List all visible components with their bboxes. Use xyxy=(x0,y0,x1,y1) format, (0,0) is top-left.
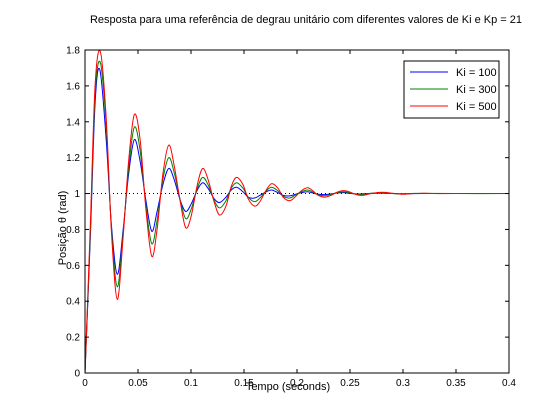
chart-title: Resposta para uma referência de degrau u… xyxy=(90,14,522,26)
legend-label-1: Ki = 100 xyxy=(456,67,497,79)
x-tick-label: 0.05 xyxy=(128,378,148,389)
y-tick-label: 1.6 xyxy=(66,81,80,92)
y-tick-label: 1 xyxy=(74,189,80,200)
x-tick-label: 0.4 xyxy=(502,378,516,389)
legend: Ki = 100 Ki = 300 Ki = 500 xyxy=(403,60,500,119)
x-tick-label: 0.25 xyxy=(340,378,360,389)
series-line-3 xyxy=(84,50,510,374)
series-line-1 xyxy=(84,67,510,374)
x-tick-label: 0 xyxy=(82,378,88,389)
y-tick-label: 0.8 xyxy=(66,225,80,236)
x-tick-label: 0.35 xyxy=(446,378,466,389)
y-tick-label: 0.6 xyxy=(66,261,80,272)
y-tick-label: 1.8 xyxy=(66,46,80,57)
x-axis-label: Tempo (seconds) xyxy=(246,381,330,393)
y-tick-label: 1.2 xyxy=(66,153,80,164)
x-tick-label: 0.3 xyxy=(396,378,410,389)
y-tick-label: 0.4 xyxy=(66,297,80,308)
legend-label-3: Ki = 500 xyxy=(456,101,497,113)
y-axis-label: Posição θ (rad) xyxy=(57,191,69,266)
legend-label-2: Ki = 300 xyxy=(456,84,497,96)
y-tick-label: 0 xyxy=(74,369,80,380)
y-tick-label: 1.4 xyxy=(66,117,80,128)
y-tick-label: 0.2 xyxy=(66,333,80,344)
x-tick-label: 0.2 xyxy=(290,378,304,389)
x-tick-label: 0.1 xyxy=(184,378,198,389)
series-layer xyxy=(84,50,510,374)
x-tick-label: 0.15 xyxy=(234,378,254,389)
ticks-layer: 0 0.05 0.1 0.15 0.2 0.25 0.3 0.35 0.4 0 0.2 0.4 0.6 0… xyxy=(66,46,516,390)
